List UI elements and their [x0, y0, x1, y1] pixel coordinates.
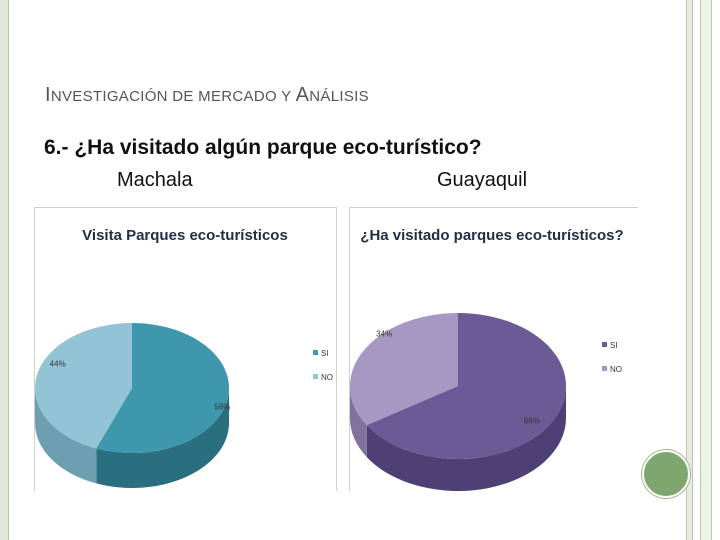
pie-slice-no: [350, 313, 458, 426]
slide-title: INVESTIGACIÓN DE MERCADO Y ANÁLISIS: [45, 84, 369, 107]
city-label-guayaquil: Guayaquil: [437, 169, 528, 191]
slice-label-no: 44%: [50, 359, 66, 368]
legend-label-no: NO: [321, 373, 333, 382]
chart-legend: SI NO: [602, 341, 622, 374]
title-part-2: NÁLISIS: [309, 88, 369, 105]
legend-swatch-no: [313, 374, 318, 379]
legend-label-si: SI: [321, 349, 329, 358]
pie-slice-side-no: [350, 386, 367, 458]
legend-label-no: NO: [610, 365, 622, 374]
pie-slice-no: [35, 323, 133, 449]
legend-swatch-si: [602, 342, 607, 347]
chart-guayaquil: ¿Ha visitado parques eco-turísticos? 66%…: [349, 207, 638, 491]
right-frame-bar-outer: [700, 0, 712, 540]
pie-slice-si: [96, 323, 229, 453]
pie-slice-side-si: [96, 388, 229, 488]
chart-machala: Visita Parques eco-turísticos 56% 44% SI NO: [34, 207, 337, 491]
slice-label-si: 56%: [214, 403, 230, 412]
pie-slice-side-no: [35, 388, 97, 484]
right-frame-bar: [686, 0, 693, 540]
chart-title: Visita Parques eco-turísticos: [82, 227, 288, 244]
title-initial-2: A: [295, 84, 310, 106]
pie-slice-side-si: [366, 386, 566, 491]
decorative-circle: [642, 450, 690, 498]
pie-chart-guayaquil: ¿Ha visitado parques eco-turísticos? 66%…: [350, 227, 624, 491]
question-heading: 6.- ¿Ha visitado algún parque eco-turíst…: [44, 136, 482, 159]
city-label-machala: Machala: [117, 169, 193, 191]
left-frame-bar: [0, 0, 9, 540]
legend-label-si: SI: [610, 341, 618, 350]
chart-title: ¿Ha visitado parques eco-turísticos?: [360, 227, 623, 244]
pie-slice-si: [366, 313, 566, 459]
title-part-1: NVESTIGACIÓN DE MERCADO Y: [50, 88, 296, 105]
legend-swatch-no: [602, 366, 607, 371]
slice-label-si: 66%: [524, 416, 540, 425]
chart-legend: SI NO: [313, 349, 333, 382]
pie-chart-machala: Visita Parques eco-turísticos 56% 44% SI NO: [35, 227, 333, 488]
legend-swatch-si: [313, 350, 318, 355]
pie-group: 56% 44%: [35, 323, 230, 488]
pie-group: 66% 34%: [350, 313, 566, 491]
slice-label-no: 34%: [376, 330, 392, 339]
title-initial-1: I: [45, 84, 51, 106]
